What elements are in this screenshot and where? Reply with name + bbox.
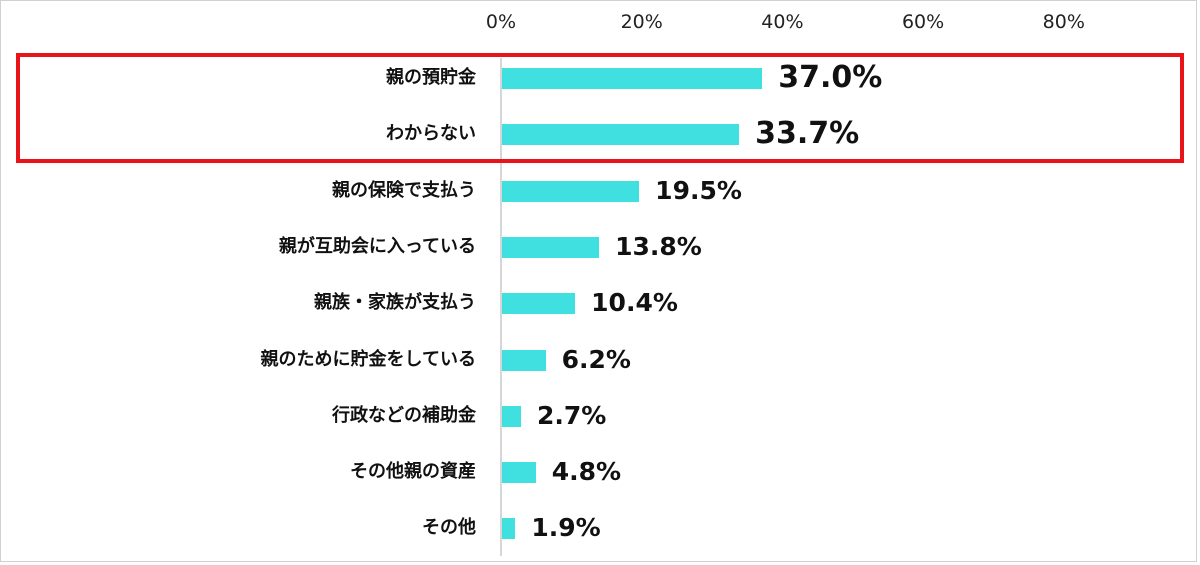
bar [502,180,640,202]
bar [502,518,516,540]
category-label: 親の預貯金 [386,67,476,88]
bar-row: 親のために貯金をしている 6.2% [0,332,1200,388]
value-label: 2.7% [536,400,607,430]
category-label: その他親の資産 [350,461,476,483]
bar [502,124,740,146]
bar-row: 行政などの補助金 2.7% [0,388,1200,444]
x-tick-label: 40% [761,11,804,33]
bar-row: わからない 33.7% [0,106,1200,162]
bar-row: 親族・家族が支払う 10.4% [0,275,1200,331]
bar [502,68,763,89]
value-label: 19.5% [655,175,742,205]
bar-row: その他親の資産 4.8% [0,444,1200,500]
x-tick-label: 80% [1042,11,1085,33]
value-label: 1.9% [531,513,601,543]
category-label: 親が互助会に入っている [278,235,476,257]
category-label: 親のために貯金をしている [260,348,476,370]
value-label: 33.7% [755,116,860,152]
highlight-box [16,53,1184,163]
value-label: 4.8% [551,457,622,487]
bar [502,405,521,427]
bar [502,236,600,258]
bar [502,462,536,484]
x-tick-label: 0% [485,11,517,33]
bar-row: 親が互助会に入っている 13.8% [0,219,1200,275]
bar-row: その他 1.9% [0,500,1200,556]
x-tick-label: 20% [620,11,663,33]
category-label: 行政などの補助金 [332,404,476,426]
x-tick-label: 60% [901,11,945,33]
category-label: わからない [386,123,476,145]
value-label: 13.8% [615,231,702,261]
category-label: その他 [422,517,476,539]
bar-row: 親の保険で支払う 19.5% [0,163,1200,219]
bar [502,293,576,315]
value-label: 37.0% [778,60,883,95]
value-label: 10.4% [591,288,678,318]
category-label: 親の保険で支払う [332,179,476,201]
bar [502,349,546,371]
y-axis-line [500,58,502,556]
category-label: 親族・家族が支払う [314,292,476,314]
value-label: 6.2% [561,344,631,374]
bar-row: 親の預貯金 37.0% [0,50,1200,106]
